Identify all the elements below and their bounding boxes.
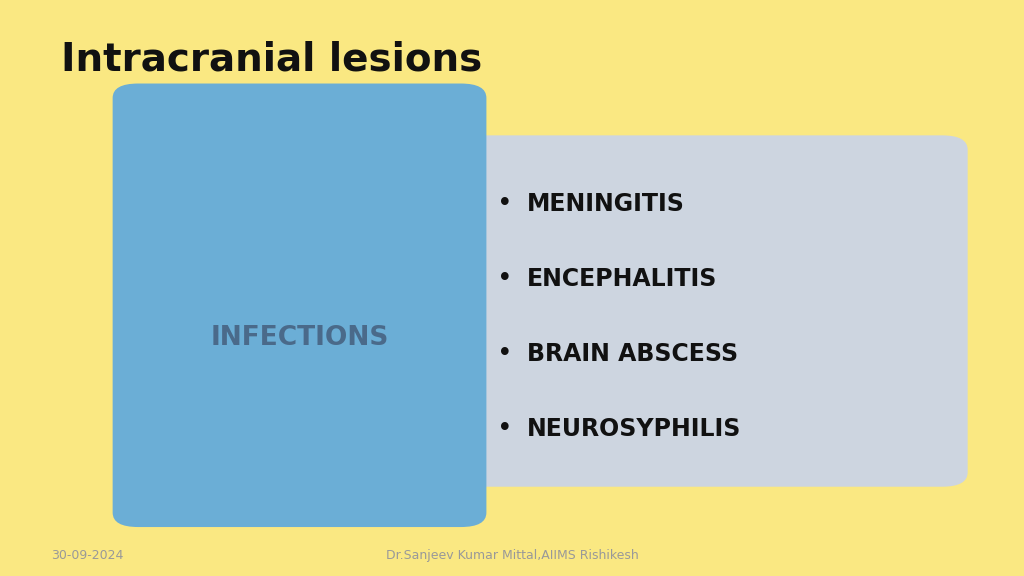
Text: Dr.Sanjeev Kumar Mittal,AIIMS Rishikesh: Dr.Sanjeev Kumar Mittal,AIIMS Rishikesh bbox=[386, 548, 638, 562]
Text: MENINGITIS: MENINGITIS bbox=[527, 192, 685, 217]
Text: NEUROSYPHILIS: NEUROSYPHILIS bbox=[527, 417, 741, 441]
Text: •: • bbox=[497, 341, 512, 367]
FancyBboxPatch shape bbox=[113, 84, 486, 527]
FancyBboxPatch shape bbox=[440, 135, 968, 487]
Text: INFECTIONS: INFECTIONS bbox=[210, 325, 389, 351]
Text: BRAIN ABSCESS: BRAIN ABSCESS bbox=[527, 342, 738, 366]
Text: •: • bbox=[497, 416, 512, 442]
Text: •: • bbox=[497, 191, 512, 218]
Text: Intracranial lesions: Intracranial lesions bbox=[61, 40, 482, 78]
Text: •: • bbox=[497, 266, 512, 293]
Text: 30-09-2024: 30-09-2024 bbox=[51, 548, 124, 562]
Text: ENCEPHALITIS: ENCEPHALITIS bbox=[527, 267, 718, 291]
